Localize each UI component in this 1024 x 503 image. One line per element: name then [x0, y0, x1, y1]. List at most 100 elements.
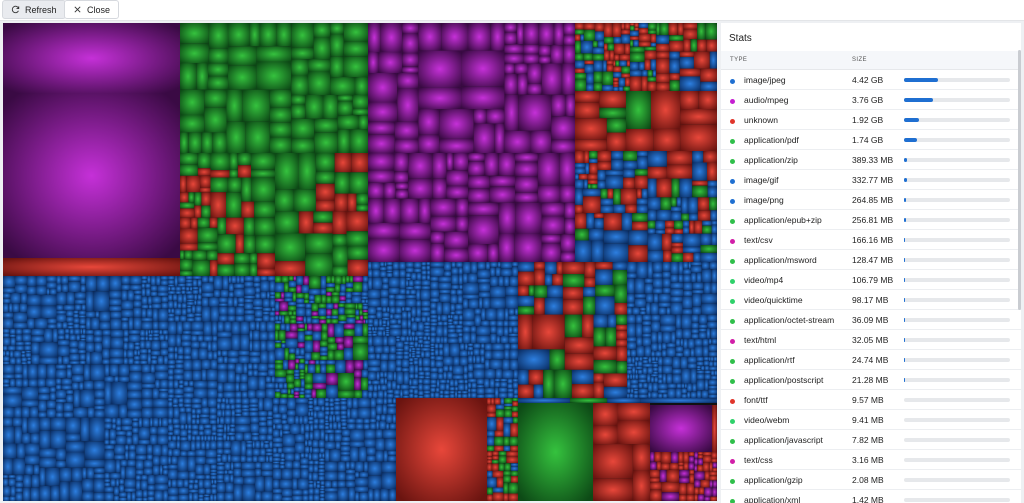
treemap-tile[interactable] — [39, 357, 58, 365]
treemap-tile[interactable] — [587, 179, 598, 185]
treemap-tile[interactable] — [191, 403, 202, 409]
treemap-tile[interactable] — [180, 429, 188, 437]
treemap-tile[interactable] — [159, 379, 168, 389]
treemap-tile[interactable] — [382, 324, 387, 327]
treemap-tile[interactable] — [203, 479, 212, 489]
treemap-tile[interactable] — [627, 363, 635, 367]
treemap-tile[interactable] — [269, 107, 292, 123]
treemap-tile[interactable] — [373, 384, 378, 392]
treemap-tile[interactable] — [290, 388, 295, 395]
treemap-tile[interactable] — [157, 355, 164, 365]
treemap-tile[interactable] — [382, 320, 387, 325]
treemap-tile[interactable] — [194, 294, 198, 300]
treemap-tile[interactable] — [502, 359, 510, 370]
treemap-tile[interactable] — [244, 314, 255, 322]
treemap-tile[interactable] — [647, 220, 656, 229]
treemap-tile[interactable] — [217, 264, 235, 276]
treemap-tile[interactable] — [56, 292, 67, 305]
treemap-tile[interactable] — [708, 351, 717, 357]
treemap-tile[interactable] — [152, 417, 159, 427]
treemap-tile[interactable] — [630, 379, 639, 385]
treemap-tile[interactable] — [127, 290, 135, 301]
treemap-tile[interactable] — [180, 440, 191, 451]
treemap-tile[interactable] — [217, 356, 224, 364]
treemap-tile[interactable] — [152, 336, 160, 341]
treemap-tile[interactable] — [331, 480, 338, 488]
treemap-tile[interactable] — [340, 400, 347, 405]
treemap-tile[interactable] — [176, 440, 181, 449]
treemap-tile[interactable] — [183, 403, 192, 408]
treemap-tile[interactable] — [513, 369, 518, 379]
treemap-tile[interactable] — [382, 345, 390, 354]
treemap-tile[interactable] — [671, 242, 683, 247]
treemap-tile[interactable] — [15, 378, 23, 387]
treemap-tile[interactable] — [512, 378, 518, 382]
treemap-tile[interactable] — [180, 164, 198, 176]
treemap-tile[interactable] — [25, 352, 32, 358]
treemap-tile[interactable] — [650, 405, 712, 452]
treemap-tile[interactable] — [467, 346, 474, 351]
treemap-tile[interactable] — [255, 235, 275, 254]
treemap-tile[interactable] — [430, 216, 456, 232]
treemap-tile[interactable] — [553, 23, 564, 46]
treemap-tile[interactable] — [692, 383, 697, 392]
treemap-tile[interactable] — [203, 428, 212, 436]
treemap-tile[interactable] — [207, 398, 217, 408]
treemap-tile[interactable] — [297, 478, 309, 490]
treemap-tile[interactable] — [395, 341, 404, 349]
treemap-tile[interactable] — [63, 402, 74, 412]
treemap-tile[interactable] — [249, 351, 261, 357]
treemap-tile[interactable] — [152, 329, 160, 334]
treemap-tile[interactable] — [666, 469, 680, 483]
treemap-tile[interactable] — [338, 314, 347, 321]
treemap-tile[interactable] — [365, 299, 368, 304]
treemap-tile[interactable] — [212, 132, 227, 153]
treemap-tile[interactable] — [272, 404, 279, 414]
treemap-tile[interactable] — [252, 340, 261, 352]
treemap-tile[interactable] — [149, 426, 158, 435]
treemap-tile[interactable] — [259, 321, 267, 332]
treemap-tile[interactable] — [619, 60, 627, 67]
treemap-tile[interactable] — [237, 303, 245, 307]
treemap-tile[interactable] — [650, 59, 657, 71]
treemap-tile[interactable] — [82, 491, 94, 501]
treemap-tile[interactable] — [515, 153, 538, 162]
treemap-tile[interactable] — [656, 51, 670, 59]
treemap-tile[interactable] — [480, 355, 485, 364]
treemap-tile[interactable] — [635, 369, 638, 375]
treemap-tile[interactable] — [230, 404, 236, 410]
treemap-tile[interactable] — [192, 492, 199, 501]
treemap-tile[interactable] — [616, 361, 627, 374]
treemap-tile[interactable] — [381, 472, 396, 490]
treemap-tile[interactable] — [329, 398, 335, 403]
treemap-tile[interactable] — [224, 462, 231, 471]
treemap-tile[interactable] — [703, 151, 717, 163]
treemap-tile[interactable] — [357, 303, 363, 310]
treemap-tile[interactable] — [630, 40, 634, 47]
treemap-tile[interactable] — [275, 340, 282, 343]
treemap-tile[interactable] — [394, 139, 419, 153]
treemap-tile[interactable] — [73, 317, 80, 324]
treemap-tile[interactable] — [593, 327, 606, 347]
treemap-tile[interactable] — [711, 269, 717, 283]
treemap-tile[interactable] — [436, 302, 443, 315]
treemap-tile[interactable] — [500, 381, 508, 388]
treemap-tile[interactable] — [279, 464, 285, 469]
treemap-tile[interactable] — [527, 83, 542, 95]
treemap-tile[interactable] — [73, 310, 79, 314]
treemap-tile[interactable] — [641, 188, 648, 199]
treemap-tile[interactable] — [227, 363, 236, 371]
treemap-tile[interactable] — [255, 462, 262, 469]
treemap-tile[interactable] — [355, 303, 358, 310]
treemap-tile[interactable] — [564, 353, 594, 370]
treemap-tile[interactable] — [123, 357, 129, 365]
treemap-tile[interactable] — [316, 411, 325, 419]
treemap-tile[interactable] — [297, 342, 305, 348]
treemap-tile[interactable] — [198, 286, 202, 295]
treemap-tile[interactable] — [671, 253, 683, 262]
treemap-tile[interactable] — [233, 484, 243, 501]
treemap-tile[interactable] — [326, 373, 338, 386]
treemap-tile[interactable] — [339, 295, 346, 301]
treemap-tile[interactable] — [656, 82, 670, 91]
treemap-tile[interactable] — [509, 276, 518, 287]
